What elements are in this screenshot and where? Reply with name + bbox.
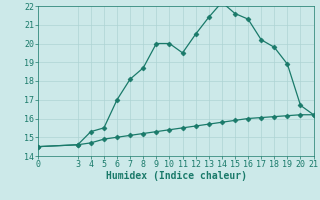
X-axis label: Humidex (Indice chaleur): Humidex (Indice chaleur) — [106, 171, 246, 181]
